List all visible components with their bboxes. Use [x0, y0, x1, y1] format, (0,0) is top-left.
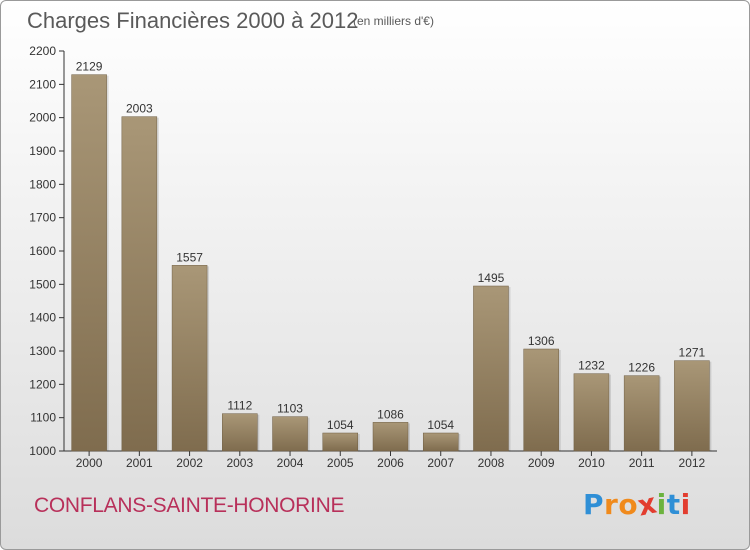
bar — [473, 285, 509, 452]
x-tick-label: 2005 — [327, 456, 354, 470]
y-tick-label: 1700 — [29, 211, 56, 225]
data-label: 1232 — [578, 359, 605, 373]
data-label: 1557 — [176, 250, 203, 264]
bar — [272, 416, 308, 452]
y-tick-label: 1600 — [29, 244, 56, 258]
bar — [322, 432, 359, 452]
proxiti-logo: Proxiti — [583, 486, 691, 522]
logo-letter: P — [583, 488, 605, 521]
logo-letter: o — [618, 488, 639, 521]
data-label: 1306 — [528, 334, 555, 348]
data-label: 1495 — [478, 271, 505, 285]
bar — [523, 348, 559, 452]
x-tick-label: 2000 — [76, 456, 103, 470]
bar — [121, 116, 158, 452]
x-tick-label: 2011 — [629, 456, 655, 470]
data-labels: 2129 2003 1557 1112 1103 1054 1086 1054 1495 1306… — [76, 60, 706, 432]
y-tick-label: 1500 — [29, 277, 56, 291]
x-tick-label: 2002 — [176, 456, 203, 470]
bar — [222, 413, 258, 452]
data-label: 1054 — [427, 418, 454, 432]
bar — [422, 432, 459, 452]
x-tick-label: 2010 — [578, 456, 605, 470]
bar — [623, 375, 660, 452]
logo-letter: t — [666, 488, 681, 521]
x-tick-label: 2012 — [679, 456, 706, 470]
x-tick-label: 2004 — [277, 456, 304, 470]
data-label: 1103 — [277, 402, 303, 416]
commune-name: CONFLANS-SAINTE-HONORINE — [34, 494, 345, 517]
y-tick-label: 1400 — [29, 311, 56, 325]
y-tick-label: 2200 — [29, 44, 56, 58]
y-tick-label: 1100 — [30, 411, 56, 425]
data-label: 1226 — [628, 361, 655, 375]
logo-letter: i — [656, 488, 667, 521]
x-tick-label: 2001 — [126, 456, 153, 470]
data-label: 2003 — [126, 102, 153, 116]
y-tick-label: 1300 — [29, 344, 56, 358]
y-tick-label: 2000 — [29, 111, 56, 125]
y-tick-label: 1800 — [29, 177, 56, 191]
data-label: 1112 — [227, 399, 252, 413]
bar — [372, 422, 409, 452]
x-tick-label: 2006 — [377, 456, 404, 470]
bars — [71, 74, 712, 452]
data-label: 1271 — [679, 346, 706, 360]
data-label: 1086 — [377, 407, 404, 421]
data-label: 2129 — [76, 60, 103, 74]
data-label: 1054 — [327, 418, 354, 432]
y-tick-label: 1200 — [29, 377, 56, 391]
y-axis: 1000 1100 1200 1300 1400 1500 1600 1700 1800 1900… — [29, 44, 65, 458]
logo-letter: r — [604, 488, 619, 521]
bar — [573, 373, 610, 452]
y-tick-label: 1900 — [29, 144, 56, 158]
bar — [171, 265, 208, 452]
bar — [71, 74, 107, 452]
logo-letter: i — [680, 488, 691, 521]
chart-unit-note: (en milliers d'€) — [353, 14, 434, 28]
x-tick-label: 2008 — [478, 456, 505, 470]
x-tick-label: 2003 — [226, 456, 253, 470]
x-tick-label: 2009 — [528, 456, 555, 470]
y-tick-label: 1000 — [29, 444, 56, 458]
y-tick-label: 2100 — [29, 77, 56, 91]
bar — [674, 360, 710, 452]
chart-title: Charges Financières 2000 à 2012 — [27, 8, 359, 33]
x-axis: 2000 2001 2002 2003 2004 2005 2006 2007 2008 2009… — [64, 450, 717, 470]
x-tick-label: 2007 — [427, 456, 454, 470]
